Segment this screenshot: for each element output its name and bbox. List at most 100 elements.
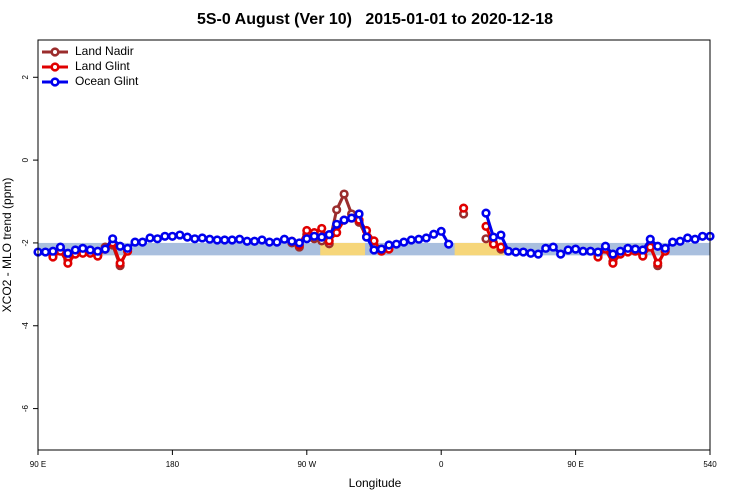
series-point [585, 246, 596, 256]
legend-label: Ocean Glint [75, 74, 139, 88]
series-point [503, 246, 514, 256]
series-point [167, 231, 177, 241]
series-point [287, 236, 297, 246]
x-tick-label: 0 [439, 460, 444, 469]
series-point [406, 235, 416, 245]
series-point [533, 249, 543, 259]
series-point [653, 258, 663, 268]
series-point [563, 245, 573, 255]
series-point [638, 245, 648, 255]
series-point [294, 238, 304, 248]
series-point [279, 234, 290, 244]
x-tick-label: 90 E [30, 460, 46, 469]
x-axis-label: Longitude [349, 476, 402, 490]
plot-frame [37, 39, 711, 451]
y-tick-label: 0 [21, 157, 30, 162]
series-point [115, 258, 125, 268]
series-point [55, 242, 66, 252]
series-point [675, 236, 685, 246]
series-point [361, 232, 372, 242]
series-point [541, 243, 551, 253]
series-point [690, 234, 700, 244]
series-point [429, 229, 439, 239]
series-point [697, 231, 708, 241]
series-point [302, 225, 312, 236]
series-point [108, 234, 118, 244]
series-point [78, 243, 88, 253]
series-point [339, 189, 349, 199]
x-tick-label: 90 E [567, 460, 583, 469]
series-point [481, 208, 491, 218]
series-point [48, 246, 58, 256]
series-point [339, 215, 349, 225]
y-tick-label: -2 [21, 239, 30, 247]
y-tick-label: 2 [21, 74, 30, 79]
series-point [115, 241, 125, 251]
series-point [242, 236, 252, 246]
legend-label: Land Nadir [75, 44, 134, 58]
series-point [548, 242, 558, 252]
series-point [70, 245, 80, 255]
series-point [376, 244, 387, 254]
series-point [332, 219, 342, 229]
series-point [137, 237, 148, 247]
series-point [496, 230, 506, 240]
series-point [600, 241, 611, 251]
series-point [354, 209, 364, 219]
series-point [414, 234, 424, 244]
series-point [369, 236, 379, 246]
series-point [235, 234, 245, 244]
series-point [556, 249, 566, 259]
y-tick-label: -4 [21, 322, 30, 330]
legend-marker [50, 47, 60, 57]
series-point [436, 226, 446, 236]
series-point [63, 258, 73, 268]
series-point [488, 239, 499, 249]
legend-marker [50, 62, 60, 72]
series-point [660, 243, 670, 253]
series-point [496, 242, 506, 252]
series-point [608, 258, 618, 268]
series-point [518, 247, 528, 257]
series-point [93, 246, 103, 256]
series-point [264, 237, 275, 247]
series-point [63, 248, 73, 258]
series-point [220, 235, 230, 245]
series-point [391, 239, 402, 249]
series-point [570, 244, 581, 254]
legend-marker [50, 77, 60, 87]
series-point [645, 234, 655, 244]
series-point [369, 245, 379, 255]
series-point [615, 246, 626, 256]
series-point [332, 227, 342, 238]
series-point [145, 233, 155, 243]
series-point [122, 243, 133, 253]
series-point [324, 230, 334, 240]
series-point [630, 244, 640, 254]
series-point [272, 237, 282, 247]
series-point [257, 235, 267, 245]
series-point [444, 239, 454, 249]
series-point [249, 236, 260, 246]
series-point [152, 234, 163, 244]
series-point [85, 245, 95, 255]
series-point [227, 235, 237, 245]
series-point [317, 223, 327, 234]
series-point [212, 235, 222, 245]
series-point [399, 237, 409, 247]
series-point [182, 232, 192, 242]
series-point [526, 248, 536, 258]
series-point [623, 243, 633, 253]
series-point [175, 230, 185, 240]
series-point [593, 247, 603, 257]
series-point [332, 205, 342, 215]
x-tick-label: 540 [703, 460, 717, 469]
series-point [190, 234, 200, 244]
series-point [608, 249, 618, 259]
series-point [488, 232, 499, 242]
series-point [100, 244, 110, 254]
series-point [205, 234, 215, 244]
series-point [481, 234, 491, 244]
series-point [160, 231, 170, 241]
series-point [511, 247, 521, 257]
